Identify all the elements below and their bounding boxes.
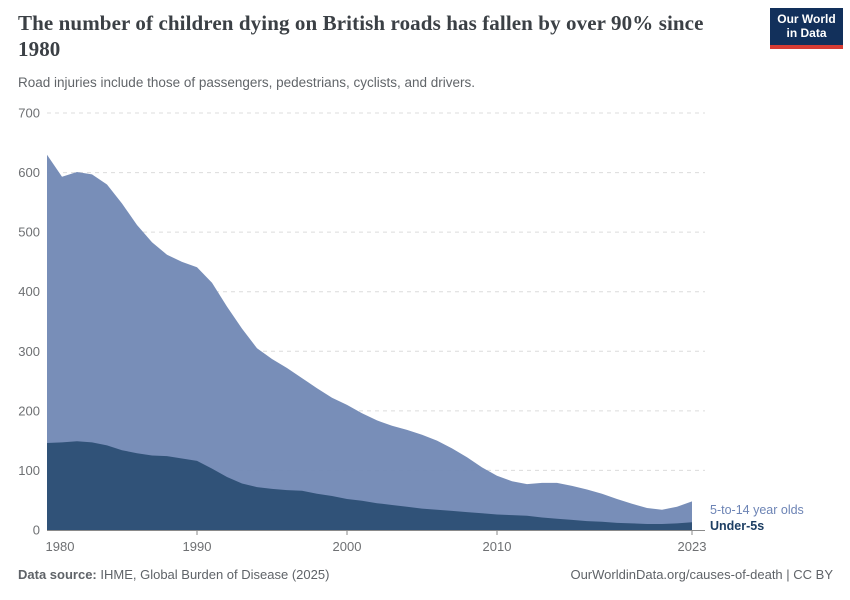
y-tick-label-0: 0 bbox=[33, 523, 40, 538]
x-tick-label-1980: 1980 bbox=[46, 539, 75, 554]
y-tick-label-200: 200 bbox=[18, 403, 40, 418]
x-tick-label-2000: 2000 bbox=[333, 539, 362, 554]
owid-logo-line1: Our World bbox=[777, 11, 836, 26]
chart-subtitle: Road injuries include those of passenger… bbox=[18, 74, 475, 90]
y-tick-label-400: 400 bbox=[18, 284, 40, 299]
data-source: Data source: IHME, Global Burden of Dise… bbox=[18, 567, 329, 582]
chart-legend: 5-to-14 year olds Under-5s bbox=[710, 502, 804, 534]
owid-logo-accent-bar bbox=[770, 45, 843, 49]
data-source-text: IHME, Global Burden of Disease (2025) bbox=[96, 567, 330, 582]
legend-item-5-to-14[interactable]: 5-to-14 year olds bbox=[710, 503, 804, 517]
chart-footer: Data source: IHME, Global Burden of Dise… bbox=[18, 567, 833, 582]
x-tick-label-2010: 2010 bbox=[483, 539, 512, 554]
data-source-label: Data source: bbox=[18, 567, 97, 582]
chart-header: The number of children dying on British … bbox=[18, 10, 763, 90]
owid-logo: Our World in Data bbox=[770, 8, 843, 49]
page-title: The number of children dying on British … bbox=[18, 11, 704, 62]
area-5-to-14-year-olds[interactable] bbox=[47, 154, 692, 530]
y-tick-label-100: 100 bbox=[18, 463, 40, 478]
owid-logo-line2: in Data bbox=[786, 25, 827, 40]
x-tick-label-2023: 2023 bbox=[678, 539, 707, 554]
owid-logo-box: Our World in Data bbox=[770, 8, 843, 45]
y-tick-label-600: 600 bbox=[18, 165, 40, 180]
y-tick-label-700: 700 bbox=[18, 106, 40, 121]
area-under-5s[interactable] bbox=[47, 441, 692, 530]
legend-item-under-5s[interactable]: Under-5s bbox=[710, 519, 765, 533]
y-tick-label-300: 300 bbox=[18, 344, 40, 359]
x-tick-label-1990: 1990 bbox=[183, 539, 212, 554]
credit-link[interactable]: OurWorldinData.org/causes-of-death | CC … bbox=[570, 567, 833, 582]
y-tick-label-500: 500 bbox=[18, 225, 40, 240]
